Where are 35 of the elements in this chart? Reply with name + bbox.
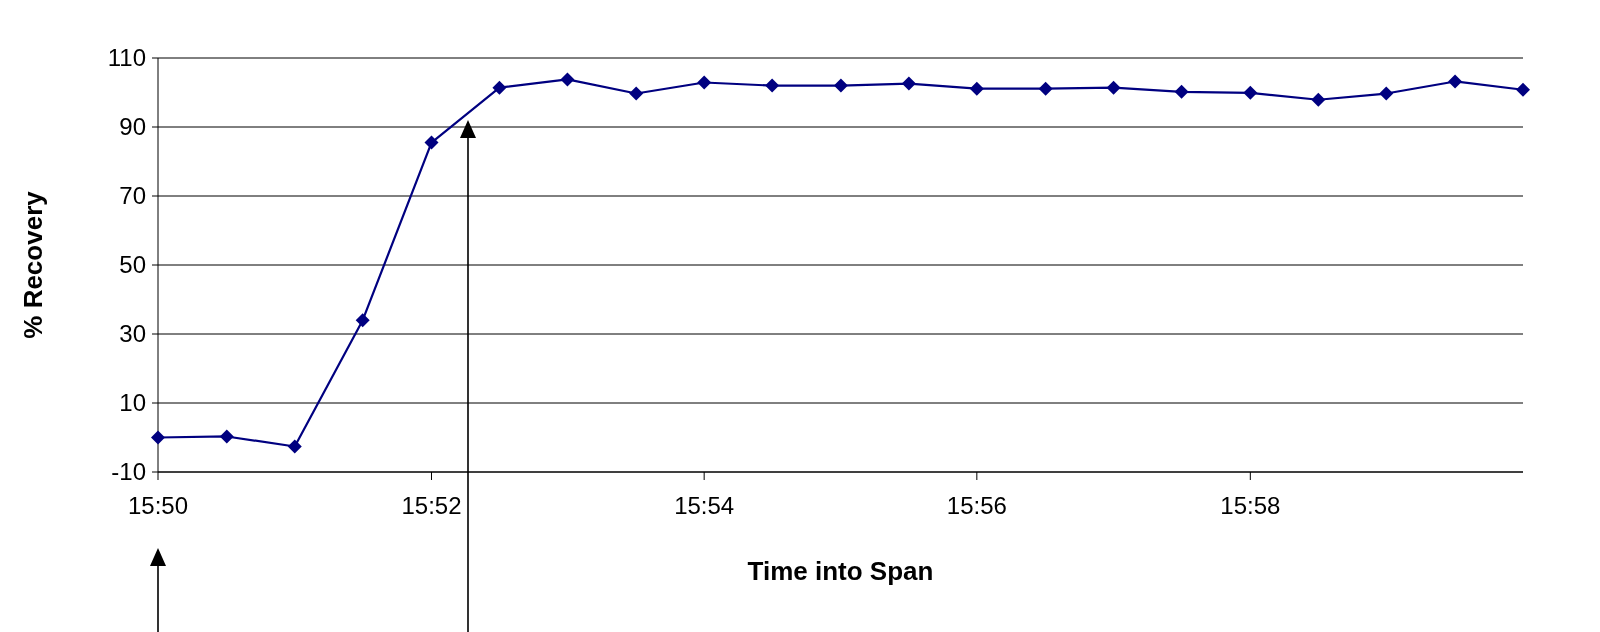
point (901, 76, 916, 91)
y-tick-label: 90 (119, 113, 146, 141)
point (1174, 84, 1189, 99)
point (219, 429, 234, 444)
y-tick-label: -10 (111, 458, 146, 486)
y-tick-label: 70 (119, 182, 146, 210)
x-tick-label: 15:52 (401, 492, 462, 519)
point (492, 80, 507, 95)
y-axis-title: % Recovery (18, 190, 48, 339)
y-tick-label: 110 (107, 44, 146, 72)
point (424, 135, 439, 150)
point (1311, 92, 1326, 107)
x-tick-label: 15:54 (674, 492, 735, 519)
point (765, 78, 780, 93)
point (287, 439, 302, 454)
point (1379, 86, 1394, 101)
x-tick-label: 15:58 (1220, 492, 1281, 519)
point (1516, 82, 1530, 97)
point (1106, 80, 1121, 95)
point (969, 81, 984, 96)
point (1038, 81, 1053, 96)
point (1243, 85, 1258, 100)
point (1448, 74, 1463, 89)
point (697, 75, 712, 90)
x-tick-label: 15:56 (946, 492, 1007, 519)
x-axis-title: Time into Span (747, 556, 934, 586)
y-tick-label: 10 (119, 389, 146, 417)
x-tick-label: 15:50 (127, 492, 189, 519)
point (151, 430, 165, 445)
point (560, 72, 575, 87)
y-tick-label: 30 (119, 320, 146, 348)
point (629, 86, 644, 101)
y-tick-label: 50 (119, 251, 146, 279)
point (833, 78, 848, 93)
point (355, 313, 370, 328)
